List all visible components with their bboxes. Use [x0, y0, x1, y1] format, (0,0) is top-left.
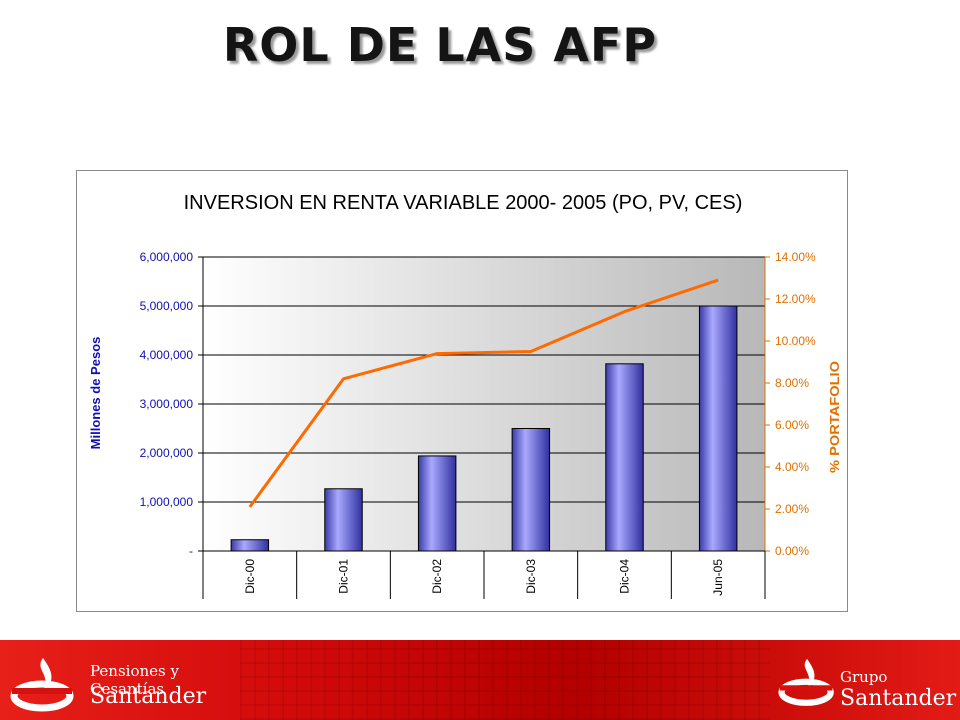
y2-tick-label: 12.00% [775, 292, 816, 306]
x-tick-label: Dic-01 [337, 559, 351, 594]
y2-tick-label: 10.00% [775, 334, 816, 348]
y2-axis-label: % PORTAFOLIO [827, 361, 842, 473]
x-tick-label: Dic-00 [243, 559, 257, 594]
brand-left-line1: Pensiones y Cesantías [90, 662, 179, 698]
y-axis-label: Millones de Pesos [88, 337, 103, 450]
x-tick-label: Jun-05 [711, 559, 725, 596]
footer-band: Pensiones y Cesantías Santander Grupo Sa… [0, 640, 960, 720]
santander-flame-icon-right [778, 658, 834, 706]
bar-dic-01 [324, 488, 363, 552]
y2-tick-label: 6.00% [775, 418, 809, 432]
pensiones-santander-logo: Pensiones y Cesantías Santander [10, 648, 250, 714]
footer-pattern [240, 640, 770, 720]
y2-tick-label: 0.00% [775, 544, 809, 558]
brand-right-line1: Grupo [840, 668, 888, 686]
chart-svg: INVERSION EN RENTA VARIABLE 2000- 2005 (… [88, 192, 842, 599]
y2-tick-label: 2.00% [775, 502, 809, 516]
chart-title: INVERSION EN RENTA VARIABLE 2000- 2005 (… [184, 192, 743, 214]
bar-jun-05 [698, 305, 738, 552]
portfolio-pct-line [248, 278, 719, 508]
chart-frame: INVERSION EN RENTA VARIABLE 2000- 2005 (… [76, 170, 848, 612]
bar-dic-00 [230, 539, 270, 552]
brand-right-line2: Santander [840, 686, 957, 711]
y-tick-label: 6,000,000 [140, 250, 194, 264]
y2-tick-label: 4.00% [775, 460, 809, 474]
y-tick-label: 1,000,000 [140, 495, 194, 509]
brand-left-line2: Santander [90, 684, 207, 709]
santander-flame-icon [10, 658, 74, 712]
grupo-santander-logo: Grupo Santander [778, 648, 958, 714]
bar-dic-02 [417, 455, 457, 552]
x-tick-label: Dic-04 [618, 559, 632, 594]
y-tick-label: 3,000,000 [140, 397, 194, 411]
slide-title: ROL DE LAS AFP [222, 18, 658, 72]
y-tick-label: 5,000,000 [140, 299, 194, 313]
x-tick-label: Dic-02 [430, 559, 444, 594]
y-tick-label: 2,000,000 [140, 446, 194, 460]
bar-dic-04 [605, 363, 644, 552]
y2-tick-label: 14.00% [775, 250, 816, 264]
x-tick-label: Dic-03 [524, 559, 538, 594]
bar-dic-03 [511, 428, 551, 552]
y-tick-label: - [189, 544, 193, 558]
y2-tick-label: 8.00% [775, 376, 809, 390]
y-tick-label: 4,000,000 [140, 348, 194, 362]
